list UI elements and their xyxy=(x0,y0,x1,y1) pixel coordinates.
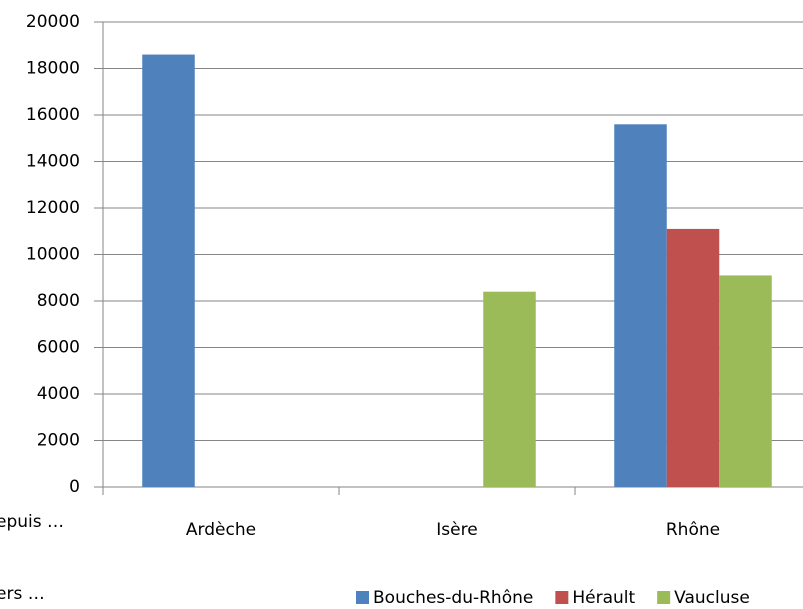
x-tick-label: Rhône xyxy=(666,520,720,540)
bar xyxy=(614,124,667,488)
y-tick-label: 6000 xyxy=(37,338,80,358)
legend-label: Bouches-du-Rhône xyxy=(373,588,533,608)
bar xyxy=(719,275,772,487)
y-tick-label: 20000 xyxy=(26,12,80,32)
annotation: epuis … xyxy=(0,512,64,532)
annotation: ers … xyxy=(0,584,45,604)
legend-swatch xyxy=(356,591,369,604)
bar xyxy=(666,228,720,488)
x-tick-label: Isère xyxy=(436,520,477,540)
y-tick-label: 16000 xyxy=(26,105,80,125)
bar xyxy=(483,291,536,487)
y-tick-label: 12000 xyxy=(26,198,80,218)
legend-label: Hérault xyxy=(572,588,635,608)
bar xyxy=(142,54,195,488)
legend-label: Vaucluse xyxy=(674,588,750,608)
y-tick-label: 18000 xyxy=(26,59,80,79)
x-tick-label: Ardèche xyxy=(186,520,256,540)
y-tick-label: 0 xyxy=(69,477,80,497)
y-tick-label: 4000 xyxy=(37,384,80,404)
y-tick-label: 8000 xyxy=(37,291,80,311)
y-tick-label: 14000 xyxy=(26,152,80,172)
legend-swatch xyxy=(657,591,671,604)
legend-swatch xyxy=(555,591,569,604)
y-tick-label: 10000 xyxy=(26,245,80,265)
y-tick-label: 2000 xyxy=(37,431,80,451)
